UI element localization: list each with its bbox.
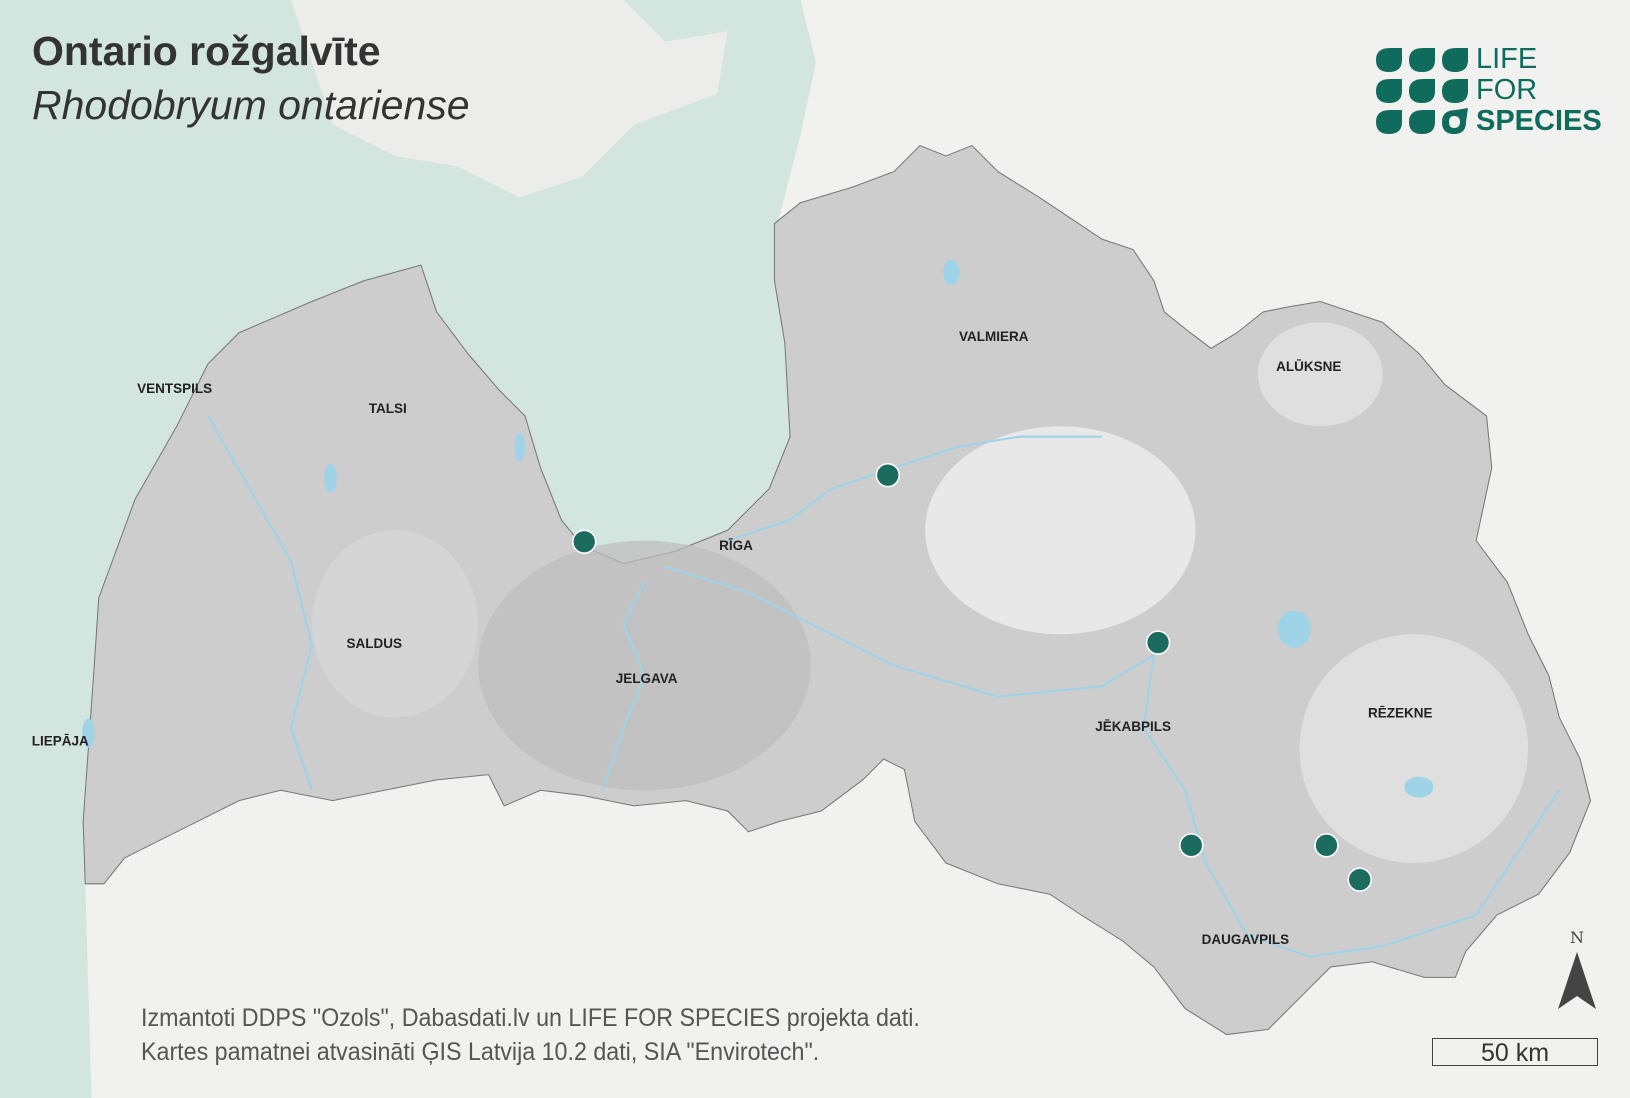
city-label: LIEPĀJA	[32, 734, 89, 749]
city-label: VENTSPILS	[137, 381, 212, 396]
logo-text-for: FOR	[1476, 74, 1538, 106]
lake-burtnieks	[942, 259, 960, 285]
lake-usma	[324, 463, 337, 493]
city-label: TALSI	[369, 401, 407, 416]
north-arrow-icon	[1558, 952, 1596, 1009]
saaremaa-island	[291, 0, 728, 198]
city-label: SALDUS	[346, 636, 402, 651]
lowland-zemgale	[478, 540, 811, 791]
kurzeme-upland	[311, 530, 479, 718]
lielupe-river	[601, 581, 646, 791]
map-title: Ontario rožgalvīte	[32, 28, 381, 74]
occurrence-point[interactable]	[572, 529, 597, 554]
city-label: JĒKABPILS	[1095, 719, 1171, 734]
credits-line-2: Kartes pamatnei atvasināti ĢIS Latvija 1…	[141, 1038, 820, 1066]
occurrence-point[interactable]	[1347, 867, 1372, 892]
credits-line-1: Izmantoti DDPS "Ozols", Dabasdati.lv un …	[141, 1004, 920, 1032]
occurrence-point[interactable]	[1145, 630, 1171, 655]
lake-engure	[514, 432, 525, 462]
leaf-grid-icon	[1376, 48, 1468, 134]
lake-razna	[1404, 776, 1434, 798]
lakes	[82, 259, 1434, 798]
logo-text-life: LIFE	[1476, 43, 1538, 75]
occurrence-point[interactable]	[1314, 833, 1339, 858]
city-labels: VENTSPILS TALSI VALMIERA ALŪKSNE RĪGA SALDUS J…	[32, 329, 1433, 947]
city-label: DAUGAVPILS	[1202, 932, 1290, 947]
occurrence-points	[572, 462, 1372, 892]
north-arrow: N	[1555, 928, 1599, 1014]
sea	[0, 0, 817, 1098]
north-label: N	[1570, 928, 1584, 947]
lake-liepaja	[82, 718, 95, 748]
latvia-territory	[82, 144, 1592, 1036]
life-for-species-logo: LIFE FOR SPECIES	[1374, 44, 1604, 144]
occurrence-point[interactable]	[1179, 833, 1204, 858]
city-label: RĪGA	[719, 538, 753, 553]
scale-bar: 50 km	[1432, 1038, 1598, 1067]
city-label: JELGAVA	[616, 671, 678, 686]
data-credits: Izmantoti DDPS "Ozols", Dabasdati.lv un …	[141, 1001, 920, 1069]
aluksne-upland	[1257, 322, 1383, 427]
vidzeme-upland	[925, 426, 1196, 635]
species-latin-name: Rhodobryum ontariense	[32, 82, 470, 128]
lake-lubans	[1277, 610, 1311, 648]
city-label: VALMIERA	[959, 329, 1029, 344]
city-label: ALŪKSNE	[1276, 359, 1341, 374]
logo-text-species: SPECIES	[1476, 105, 1602, 137]
occurrence-point[interactable]	[875, 462, 900, 488]
venta-river	[207, 415, 313, 791]
daugava-river	[664, 565, 1561, 958]
city-label: RĒZEKNE	[1368, 705, 1433, 720]
latgale-upland	[1299, 634, 1529, 864]
